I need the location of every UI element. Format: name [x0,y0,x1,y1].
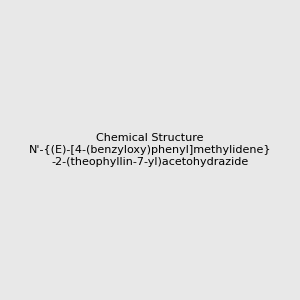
Text: Chemical Structure
N'-{(E)-[4-(benzyloxy)phenyl]methylidene}
-2-(theophyllin-7-y: Chemical Structure N'-{(E)-[4-(benzyloxy… [29,134,271,166]
